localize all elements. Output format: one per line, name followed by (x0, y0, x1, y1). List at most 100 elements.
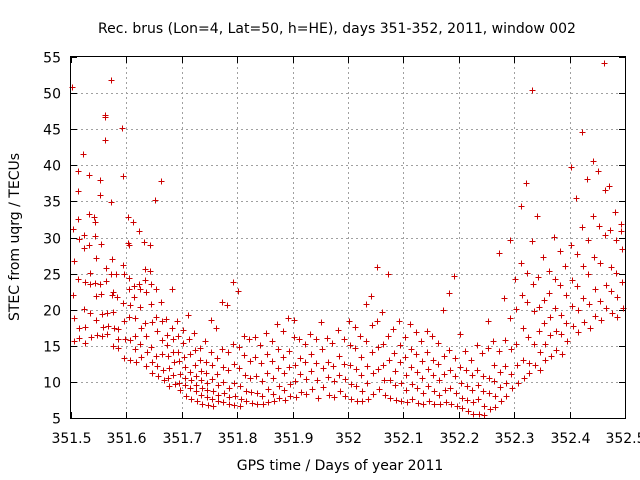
data-point (110, 309, 117, 316)
data-point (271, 398, 278, 405)
data-point (132, 315, 139, 322)
data-point (609, 310, 616, 317)
data-point (108, 77, 115, 84)
data-point (348, 381, 355, 388)
data-point (296, 336, 303, 343)
data-point (346, 318, 353, 325)
data-point (276, 395, 283, 402)
data-point (431, 388, 438, 395)
data-point (132, 346, 139, 353)
data-point (381, 377, 388, 384)
data-point (293, 394, 300, 401)
data-point (144, 349, 151, 356)
data-point (518, 203, 525, 210)
data-point (380, 362, 387, 369)
data-point (198, 392, 205, 399)
data-point (331, 394, 338, 401)
data-point (192, 362, 199, 369)
data-point (166, 365, 173, 372)
data-point (414, 369, 421, 376)
data-point (197, 357, 204, 364)
data-point (131, 283, 138, 290)
data-point (314, 377, 321, 384)
data-point (508, 346, 515, 353)
data-point (232, 393, 239, 400)
data-point (87, 310, 94, 317)
data-point (237, 403, 244, 410)
y-tick-label: 5 (52, 412, 61, 428)
data-point (515, 380, 522, 387)
data-point (607, 227, 614, 234)
data-point (302, 341, 309, 348)
data-point (612, 209, 619, 216)
data-point (468, 357, 475, 364)
data-point (447, 367, 454, 374)
data-point (70, 226, 77, 233)
data-point (559, 351, 566, 358)
data-point (149, 359, 156, 366)
data-point (282, 397, 289, 404)
data-point (603, 305, 610, 312)
data-point (320, 365, 327, 372)
data-point (113, 271, 120, 278)
data-point (452, 373, 459, 380)
data-point (590, 213, 597, 220)
data-point (523, 180, 530, 187)
data-point (436, 377, 443, 384)
data-point (309, 386, 316, 393)
data-point (103, 265, 110, 272)
data-point (237, 383, 244, 390)
data-point (613, 270, 620, 277)
data-point (187, 385, 194, 392)
data-point (208, 349, 215, 356)
data-point (159, 337, 166, 344)
data-point (385, 271, 392, 278)
data-point (203, 370, 210, 377)
data-point (70, 292, 77, 299)
data-point (553, 328, 560, 335)
data-point (441, 353, 448, 360)
data-point (163, 316, 170, 323)
data-point (359, 398, 366, 405)
data-point (93, 293, 100, 300)
data-point (275, 346, 282, 353)
data-point (393, 397, 400, 404)
data-point (209, 362, 216, 369)
data-point (542, 341, 549, 348)
data-point (198, 368, 205, 375)
data-point (419, 358, 426, 365)
data-point (243, 398, 250, 405)
data-point (164, 342, 171, 349)
data-point (155, 373, 162, 380)
data-point (457, 364, 464, 371)
data-point (186, 336, 193, 343)
data-point (219, 299, 226, 306)
data-point (574, 283, 581, 290)
data-point (608, 264, 615, 271)
x-tick-label: 352.4 (550, 431, 590, 447)
data-point (204, 380, 211, 387)
data-point (158, 178, 165, 185)
data-point (81, 306, 88, 313)
data-point (210, 388, 217, 395)
data-point (138, 325, 145, 332)
data-point (258, 360, 265, 367)
data-point (363, 338, 370, 345)
data-points (69, 60, 627, 419)
y-tick-label: 15 (43, 340, 61, 356)
data-point (407, 321, 414, 328)
data-point (548, 353, 555, 360)
data-point (429, 333, 436, 340)
data-point (392, 368, 399, 375)
data-point (174, 318, 181, 325)
data-point (525, 334, 532, 341)
data-point (463, 367, 470, 374)
data-point (280, 328, 287, 335)
data-point (563, 292, 570, 299)
data-point (176, 380, 183, 387)
data-point (264, 351, 271, 358)
data-point (413, 351, 420, 358)
data-point (529, 87, 536, 94)
data-point (170, 372, 177, 379)
data-point (614, 314, 621, 321)
